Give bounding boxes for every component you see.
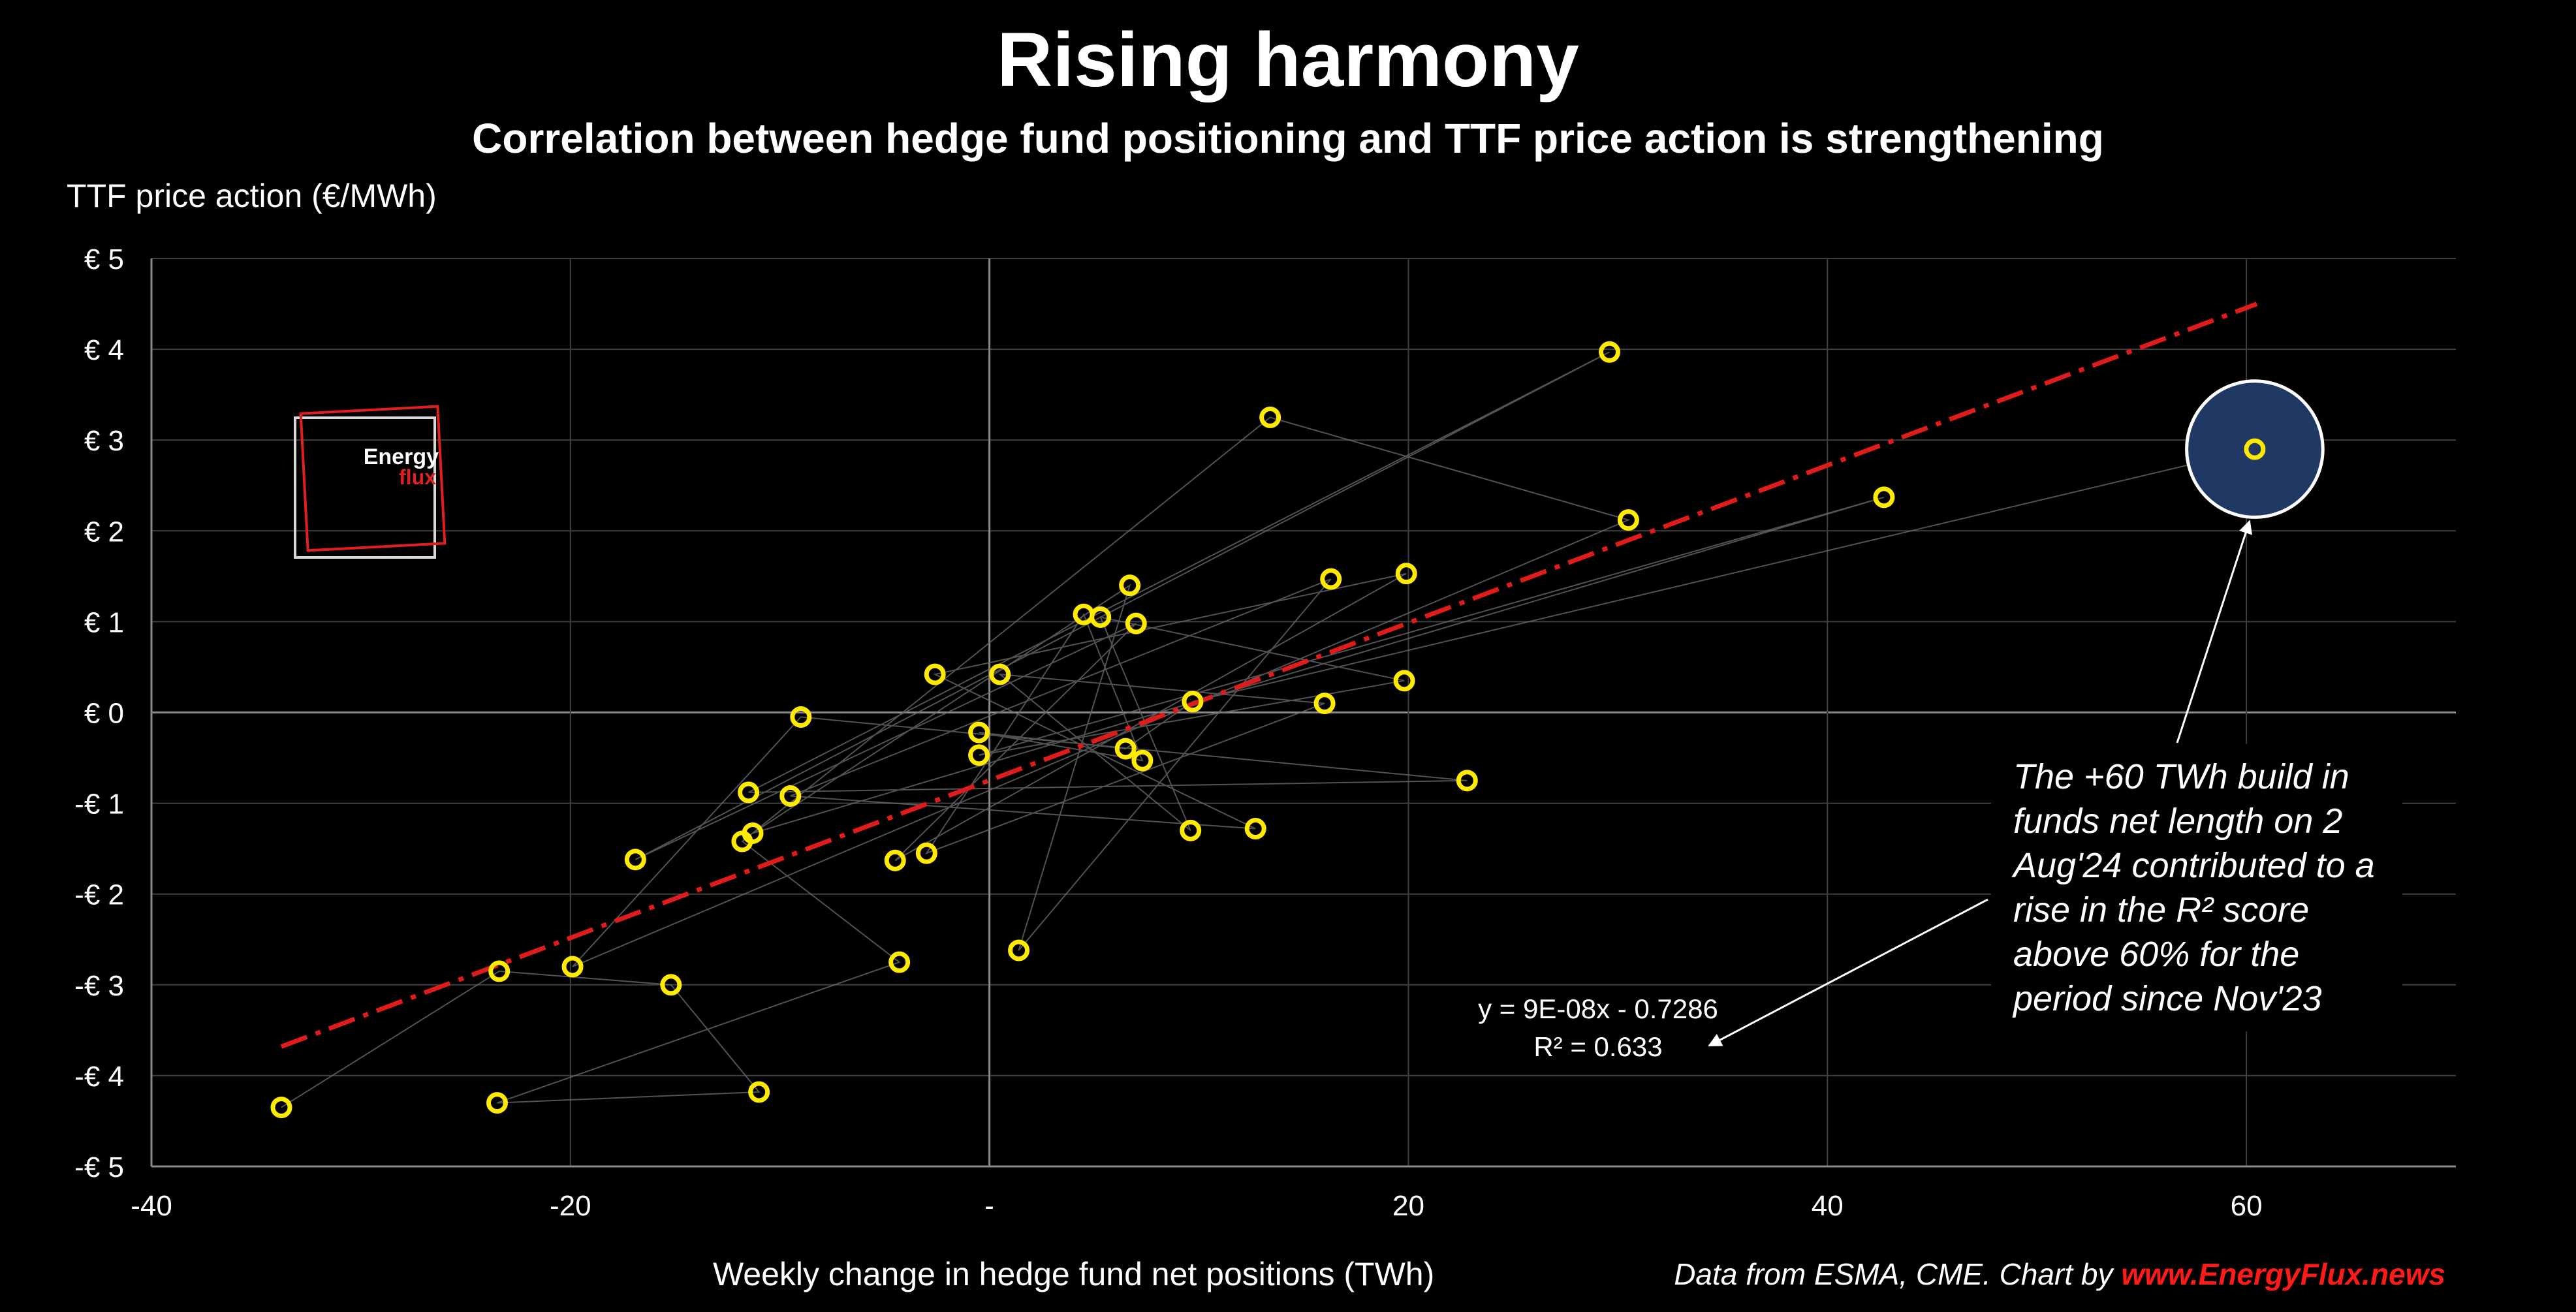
data-point [561, 956, 584, 978]
data-point [1125, 612, 1147, 634]
y-tick-label: € 4 [84, 334, 124, 366]
y-tick-label: -€ 1 [74, 789, 124, 820]
data-point [270, 1097, 292, 1119]
y-tick-label: € 5 [84, 243, 124, 275]
data-point [888, 951, 911, 973]
source-credit: Data from ESMA, CME. Chart by www.Energy… [1674, 1255, 2445, 1294]
y-tick-label: -€ 3 [74, 970, 124, 1002]
logo-word-flux: flux [399, 465, 436, 489]
data-point [884, 849, 906, 871]
data-point [924, 663, 946, 685]
source-prefix: Data from ESMA, CME. Chart by [1674, 1257, 2122, 1291]
data-point [1114, 738, 1137, 760]
y-axis-label: TTF price action (€/MWh) [67, 178, 437, 214]
data-point [1259, 406, 1281, 428]
data-point [1182, 691, 1204, 713]
data-point [1131, 749, 1154, 772]
data-point [1008, 939, 1030, 961]
data-point [1873, 486, 1895, 508]
data-point [1180, 819, 1202, 841]
annotation-box: The +60 TWh build in funds net length on… [1991, 744, 2402, 1031]
data-point [968, 721, 990, 743]
x-tick-label: 60 [2231, 1190, 2263, 1222]
y-tick-label: € 0 [84, 698, 124, 730]
data-point [1395, 563, 1417, 585]
x-tick-label: -20 [550, 1190, 591, 1222]
data-point [660, 974, 682, 996]
data-point [1313, 693, 1336, 715]
data-point [2244, 438, 2266, 460]
chart-subtitle: Correlation between hedge fund positioni… [472, 115, 2104, 162]
data-point [915, 842, 937, 864]
data-point [1456, 770, 1478, 792]
data-point [488, 960, 510, 982]
weekly-connector-line [281, 351, 2255, 1108]
annotation-arrow-to-bubble [2176, 520, 2253, 743]
data-point [989, 663, 1011, 685]
data-point [1393, 670, 1415, 692]
data-point [1320, 568, 1342, 590]
annotation-arrow-to-equation [1708, 898, 1988, 1047]
y-tick-label: € 2 [84, 516, 124, 548]
x-tick-label: -40 [131, 1190, 172, 1222]
energyflux-logo: Energy flux [294, 398, 450, 561]
source-brand-link[interactable]: www.EnergyFlux.news [2121, 1257, 2445, 1291]
data-point [748, 1081, 770, 1103]
y-tick-label: € 1 [84, 606, 124, 638]
y-tick-label: -€ 2 [74, 879, 124, 911]
data-point [1617, 509, 1639, 531]
x-tick-label: - [984, 1190, 994, 1222]
data-point [779, 785, 802, 807]
highlight-bubble [2185, 379, 2325, 519]
x-tick-label: 20 [1392, 1190, 1424, 1222]
trendline [280, 302, 2258, 1049]
trendline-equation: y = 9E-08x - 0.7286 [1478, 993, 1718, 1024]
x-tick-label: 40 [1812, 1190, 1844, 1222]
data-point [1119, 574, 1141, 597]
data-point [486, 1092, 508, 1114]
data-point [624, 849, 646, 871]
x-axis-label: Weekly change in hedge fund net position… [713, 1256, 1435, 1292]
data-point [738, 781, 760, 804]
y-tick-label: € 3 [84, 425, 124, 457]
data-point [1244, 818, 1266, 840]
data-point [1090, 606, 1112, 628]
data-point [1599, 341, 1621, 363]
y-tick-label: -€ 5 [74, 1151, 124, 1183]
data-point [968, 744, 990, 766]
data-point [742, 822, 764, 845]
y-tick-label: -€ 4 [74, 1061, 124, 1093]
logo-word-energy: Energy [363, 445, 439, 469]
r-squared-label: R² = 0.633 [1533, 1031, 1662, 1062]
chart-title: Rising harmony [997, 17, 1579, 103]
data-point [790, 706, 812, 728]
logo-frame-white [294, 416, 436, 559]
